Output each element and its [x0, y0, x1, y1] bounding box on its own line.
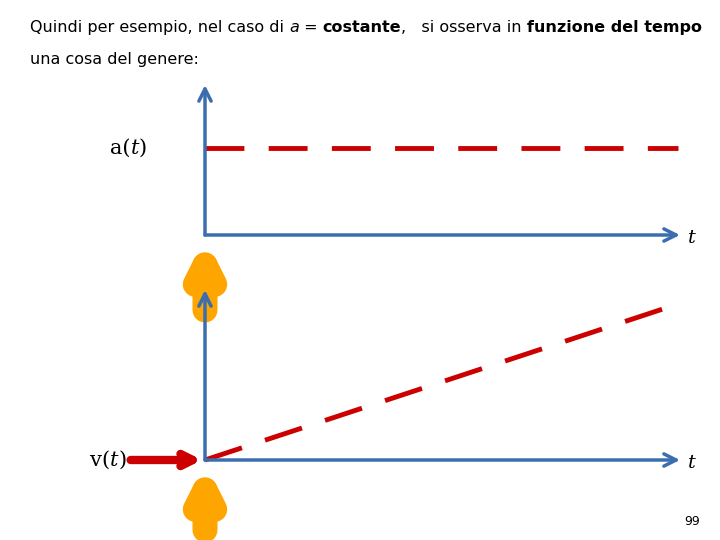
Text: t: t: [130, 138, 139, 158]
Text: costante: costante: [323, 20, 401, 35]
Text: v(: v(: [90, 450, 110, 469]
Text: t: t: [110, 450, 119, 469]
Text: a: a: [289, 20, 299, 35]
Text: 99: 99: [684, 515, 700, 528]
Text: a(: a(: [110, 138, 130, 158]
Text: Quindi per esempio, nel caso di: Quindi per esempio, nel caso di: [30, 20, 289, 35]
Text: =: =: [299, 20, 323, 35]
Text: t: t: [688, 229, 696, 247]
Text: ): ): [119, 450, 127, 469]
Text: ): ): [139, 138, 147, 158]
Text: ,   si osserva in: , si osserva in: [401, 20, 527, 35]
Text: una cosa del genere:: una cosa del genere:: [30, 52, 199, 67]
Text: funzione del tempo: funzione del tempo: [527, 20, 702, 35]
Text: t: t: [688, 454, 696, 472]
